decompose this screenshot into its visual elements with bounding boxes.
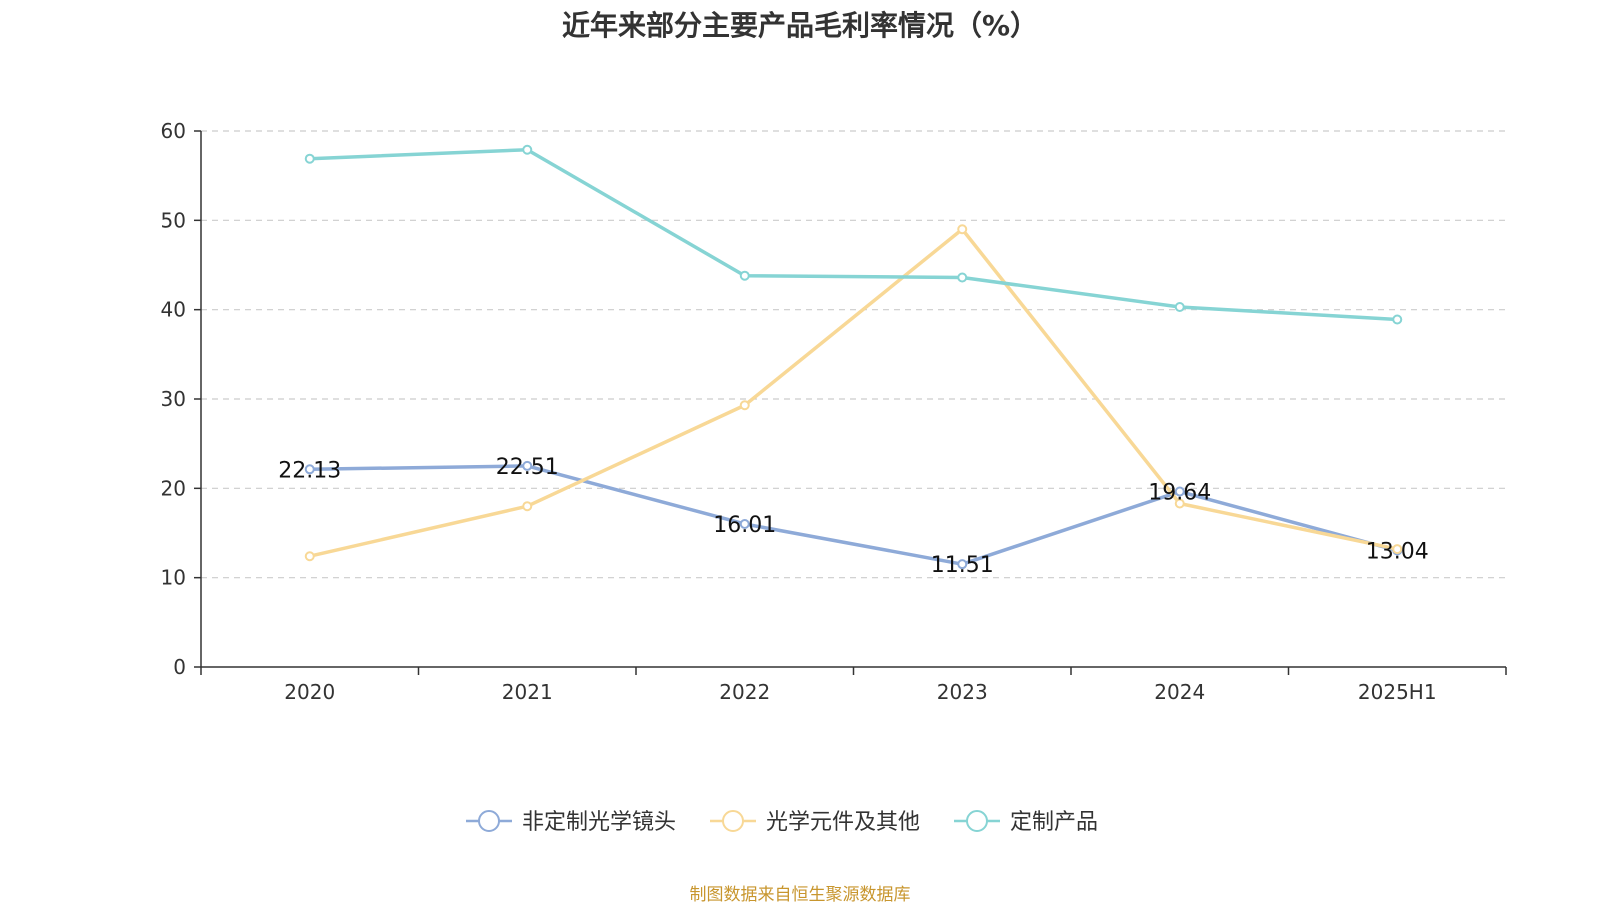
legend-item: 定制产品 xyxy=(954,810,1098,835)
data-point xyxy=(1174,486,1185,497)
x-tick-label: 2023 xyxy=(937,680,988,704)
x-tick-label: 2020 xyxy=(284,680,335,704)
x-tick-label: 2022 xyxy=(719,680,770,704)
data-point xyxy=(304,464,315,475)
data-point xyxy=(522,501,533,512)
data-point xyxy=(1174,498,1185,509)
data-label: 22.51 xyxy=(496,455,559,480)
y-tick-label: 0 xyxy=(173,655,186,679)
data-point xyxy=(1174,301,1185,312)
data-point xyxy=(304,551,315,562)
chart-title: 近年来部分主要产品毛利率情况（%） xyxy=(561,9,1039,42)
data-label: 22.13 xyxy=(278,458,341,483)
data-label: 13.04 xyxy=(1366,540,1429,565)
data-label: 16.01 xyxy=(713,513,776,538)
series-line xyxy=(308,227,1399,558)
y-tick-label: 30 xyxy=(161,387,186,411)
y-tick-label: 60 xyxy=(161,119,186,143)
legend-label: 光学元件及其他 xyxy=(766,810,920,835)
legend-item: 光学元件及其他 xyxy=(710,810,920,835)
x-tick-label: 2024 xyxy=(1154,680,1205,704)
legend-label: 定制产品 xyxy=(1010,810,1098,835)
grid-lines xyxy=(201,130,1506,579)
source-note: 制图数据来自恒生聚源数据库 xyxy=(689,885,911,905)
legend-marker xyxy=(478,810,500,832)
y-tick-label: 20 xyxy=(161,476,186,500)
x-tick-label: 2025H1 xyxy=(1358,680,1437,704)
data-point xyxy=(957,272,968,283)
y-tick-label: 10 xyxy=(161,566,186,590)
data-point xyxy=(739,518,750,529)
data-labels: 22.13 22.51 16.01 11.51 19.64 13.04 xyxy=(278,455,1428,578)
series-lines xyxy=(304,144,1403,570)
data-point xyxy=(522,144,533,155)
legend: 非定制光学镜头 光学元件及其他 定制产品 xyxy=(466,810,1098,835)
series-line xyxy=(308,148,1399,322)
data-label: 19.64 xyxy=(1148,481,1211,506)
data-point xyxy=(739,270,750,281)
data-point xyxy=(1392,314,1403,325)
series-line xyxy=(308,464,1399,566)
data-point xyxy=(304,153,315,164)
legend-item: 非定制光学镜头 xyxy=(466,810,676,835)
y-tick-label: 50 xyxy=(161,208,186,232)
data-point xyxy=(957,224,968,235)
legend-label: 非定制光学镜头 xyxy=(522,810,676,835)
y-tick-label: 40 xyxy=(161,298,186,322)
legend-marker xyxy=(966,810,988,832)
x-tick-label: 2021 xyxy=(502,680,553,704)
data-point xyxy=(1392,544,1403,555)
axes: 0 10 20 30 40 50 60 2020 2021 2022 2023 2024 2025H1 xyxy=(161,119,1507,704)
data-point xyxy=(739,400,750,411)
data-point xyxy=(957,559,968,570)
legend-marker xyxy=(722,810,744,832)
data-point xyxy=(522,460,533,471)
data-label: 11.51 xyxy=(931,553,994,578)
